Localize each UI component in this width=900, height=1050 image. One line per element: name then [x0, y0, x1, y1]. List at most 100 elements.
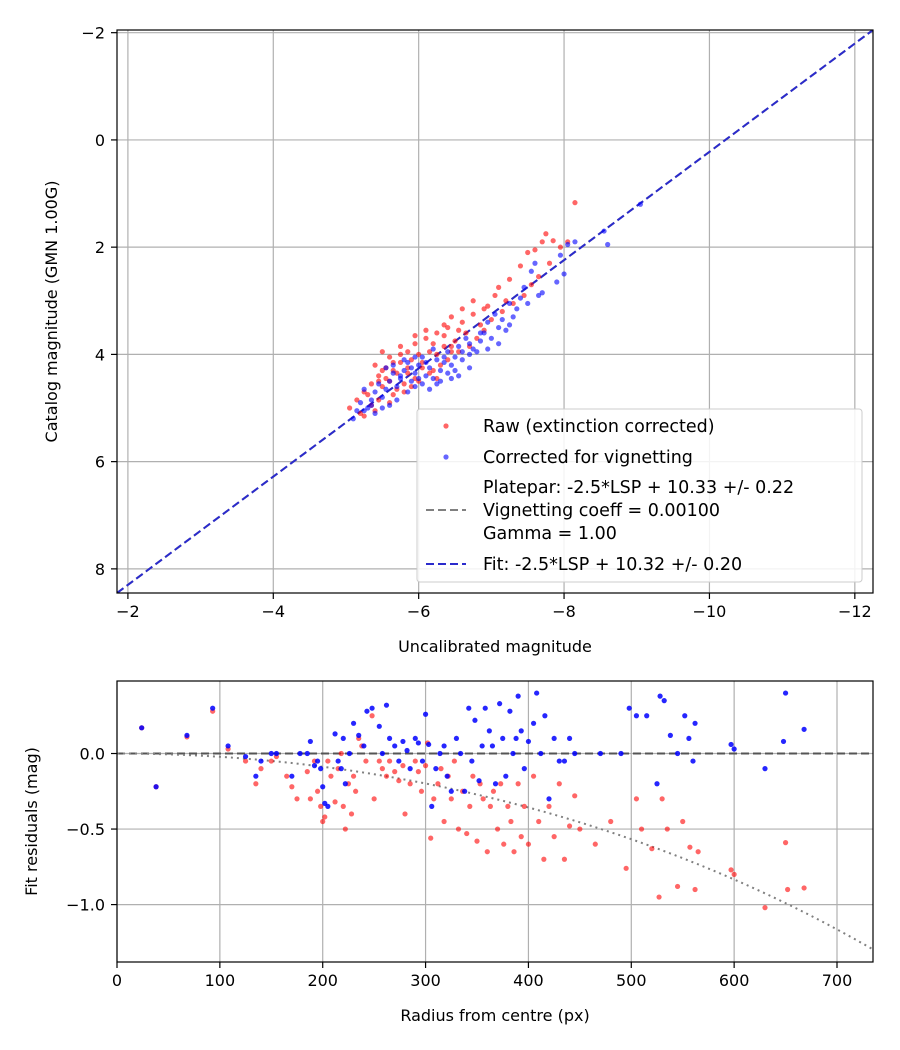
photometry-plot-y-tick-label: 0 [95, 131, 105, 150]
photometry-axes-frame [116, 29, 874, 594]
point-raw-residuals [415, 769, 421, 775]
point-raw-residuals [577, 826, 583, 832]
point-corrected-for-vignetting [528, 268, 534, 274]
point-raw-residuals [782, 840, 789, 846]
point-corrected-residuals [479, 743, 485, 749]
point-raw-residuals [664, 826, 670, 832]
point-corrected-residuals [469, 758, 475, 764]
point-raw-extinction-corrected [430, 341, 436, 347]
point-corrected-for-vignetting [405, 359, 411, 366]
point-corrected-for-vignetting [383, 365, 389, 371]
point-raw-residuals [515, 781, 521, 787]
point-raw-extinction-corrected [357, 410, 364, 416]
point-raw-residuals [435, 781, 441, 787]
point-corrected-residuals [210, 705, 216, 711]
photometry-plot-y-tick-label: 6 [95, 453, 105, 472]
point-corrected-residuals [462, 788, 468, 794]
point-corrected-residuals [314, 758, 321, 764]
point-raw-residuals [386, 758, 393, 764]
point-raw-extinction-corrected [470, 298, 476, 304]
point-corrected-for-vignetting [463, 335, 469, 341]
point-raw-residuals [518, 834, 524, 840]
point-corrected-residuals [448, 788, 454, 794]
point-corrected-residuals [361, 743, 367, 749]
point-corrected-for-vignetting [412, 370, 418, 376]
point-corrected-for-vignetting [459, 349, 465, 355]
point-raw-extinction-corrected [379, 367, 385, 374]
residuals-points [139, 690, 807, 911]
point-corrected-residuals [503, 773, 509, 779]
point-corrected-residuals [307, 738, 313, 745]
point-corrected-for-vignetting [365, 405, 371, 411]
residuals-plot-y-tick-label: 0.0 [80, 745, 105, 764]
point-raw-extinction-corrected [506, 276, 513, 282]
point-corrected-for-vignetting [379, 405, 385, 411]
point-corrected-for-vignetting [416, 362, 422, 368]
point-raw-extinction-corrected [557, 244, 564, 250]
point-corrected-residuals [692, 720, 698, 726]
point-corrected-residuals [476, 778, 482, 784]
point-corrected-residuals [457, 750, 464, 757]
point-corrected-residuals [513, 735, 519, 742]
point-corrected-residuals [731, 746, 737, 752]
point-raw-residuals [268, 758, 274, 764]
point-corrected-for-vignetting [379, 394, 385, 400]
point-raw-extinction-corrected [434, 351, 440, 357]
point-raw-residuals [322, 814, 328, 820]
point-corrected-for-vignetting [354, 408, 360, 414]
point-corrected-residuals [340, 735, 346, 742]
point-raw-extinction-corrected [423, 327, 429, 333]
point-corrected-residuals [139, 725, 145, 731]
point-corrected-residuals [538, 750, 544, 757]
point-corrected-residuals [551, 735, 557, 742]
point-raw-residuals [566, 823, 573, 829]
point-raw-residuals [369, 713, 375, 719]
point-corrected-for-vignetting [423, 373, 429, 379]
point-corrected-residuals [566, 735, 573, 742]
point-raw-extinction-corrected [405, 349, 411, 355]
point-raw-extinction-corrected [434, 330, 440, 336]
point-corrected-residuals [561, 758, 568, 764]
point-raw-residuals [556, 781, 562, 787]
point-raw-residuals [338, 750, 344, 757]
point-raw-extinction-corrected [361, 413, 367, 419]
point-raw-extinction-corrected [419, 359, 425, 366]
point-corrected-residuals [626, 705, 632, 711]
point-raw-extinction-corrected [474, 335, 480, 341]
point-raw-extinction-corrected [401, 381, 407, 387]
point-corrected-residuals [332, 731, 338, 737]
point-corrected-residuals [780, 738, 787, 745]
point-corrected-for-vignetting [448, 375, 454, 382]
point-raw-residuals [376, 758, 382, 764]
point-raw-residuals [407, 781, 413, 787]
point-corrected-residuals [253, 773, 259, 779]
point-corrected-residuals [453, 735, 460, 742]
point-raw-extinction-corrected [546, 260, 553, 266]
legend-marker-dot [443, 454, 449, 460]
point-corrected-residuals [304, 750, 310, 757]
residuals-plot-x-tick-label: 400 [513, 971, 544, 990]
point-raw-extinction-corrected [510, 300, 516, 307]
point-corrected-for-vignetting [357, 400, 364, 406]
point-corrected-for-vignetting [394, 383, 400, 390]
curve-vignetting-model [117, 752, 873, 951]
point-raw-residuals [332, 799, 338, 805]
residuals-plot-x-tick-label: 600 [719, 971, 750, 990]
point-raw-residuals [325, 758, 331, 764]
point-raw-residuals [484, 849, 490, 855]
point-corrected-residuals [325, 803, 331, 809]
point-raw-residuals [412, 758, 418, 764]
point-corrected-residuals [497, 701, 503, 707]
point-corrected-residuals [184, 732, 190, 738]
point-raw-extinction-corrected [499, 308, 505, 315]
point-raw-extinction-corrected [376, 373, 382, 379]
point-corrected-residuals [667, 732, 673, 738]
point-corrected-residuals [674, 750, 681, 757]
point-raw-extinction-corrected [485, 303, 491, 309]
point-raw-residuals [541, 856, 547, 862]
point-raw-extinction-corrected [390, 392, 396, 398]
point-raw-extinction-corrected [434, 375, 440, 382]
point-raw-residuals [638, 826, 645, 832]
point-corrected-for-vignetting [492, 311, 498, 317]
point-corrected-for-vignetting [376, 381, 382, 387]
